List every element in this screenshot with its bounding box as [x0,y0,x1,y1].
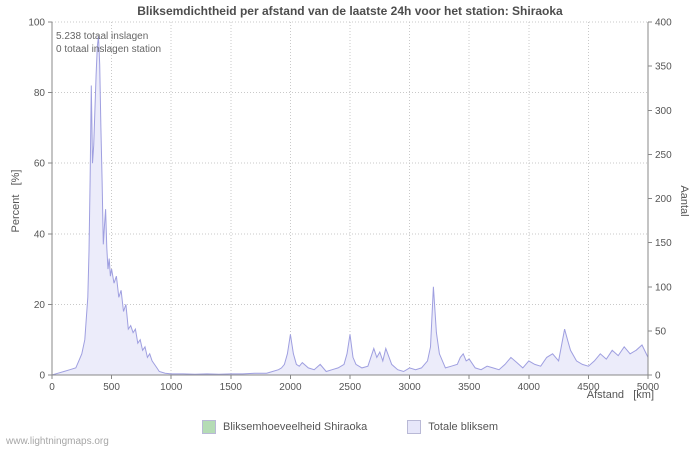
legend-label-total: Totale bliksem [428,421,498,433]
svg-text:4500: 4500 [577,382,600,393]
svg-text:3000: 3000 [398,382,421,393]
svg-text:150: 150 [655,238,672,249]
svg-text:350: 350 [655,62,672,73]
legend-swatch-station [201,420,216,434]
svg-text:0: 0 [49,382,55,393]
svg-text:40: 40 [34,229,46,240]
svg-text:250: 250 [655,150,672,161]
y-axis-label-right: Aantal [678,185,690,217]
svg-text:20: 20 [34,300,46,311]
svg-text:80: 80 [34,88,46,99]
legend-item-total: Totale bliksem [407,420,498,434]
svg-text:300: 300 [655,106,672,117]
svg-text:50: 50 [655,326,667,337]
annotation-station-strikes: 0 totaal inslagen station [56,44,162,55]
svg-text:60: 60 [34,159,46,170]
svg-text:400: 400 [655,18,672,29]
chart-annotations: 5.238 totaal inslagen 0 totaal inslagen … [56,30,161,56]
annotation-total-strikes: 5.238 totaal inslagen [56,31,149,42]
svg-text:100: 100 [655,282,672,293]
svg-text:5000: 5000 [637,382,660,393]
chart-title: Bliksemdichtheid per afstand van de laat… [137,4,563,18]
chart-legend: Bliksemhoeveelheid Shiraoka Totale bliks… [0,420,700,434]
legend-label-station: Bliksemhoeveelheid Shiraoka [222,421,368,433]
svg-text:3500: 3500 [458,382,481,393]
legend-item-station: Bliksemhoeveelheid Shiraoka [201,420,368,434]
watermark-text: www.lightningmaps.org [6,436,109,447]
svg-text:100: 100 [28,18,45,29]
svg-text:2000: 2000 [279,382,302,393]
svg-text:4000: 4000 [518,382,541,393]
legend-swatch-total [407,420,422,434]
x-axis-label: Afstand [km] [586,389,654,401]
svg-text:2500: 2500 [339,382,362,393]
svg-text:0: 0 [39,371,45,382]
svg-text:0: 0 [655,371,661,382]
svg-text:1500: 1500 [220,382,243,393]
svg-text:200: 200 [655,194,672,205]
svg-text:1000: 1000 [160,382,183,393]
svg-text:500: 500 [103,382,120,393]
y-axis-label-left: Percent [%] [10,169,22,233]
